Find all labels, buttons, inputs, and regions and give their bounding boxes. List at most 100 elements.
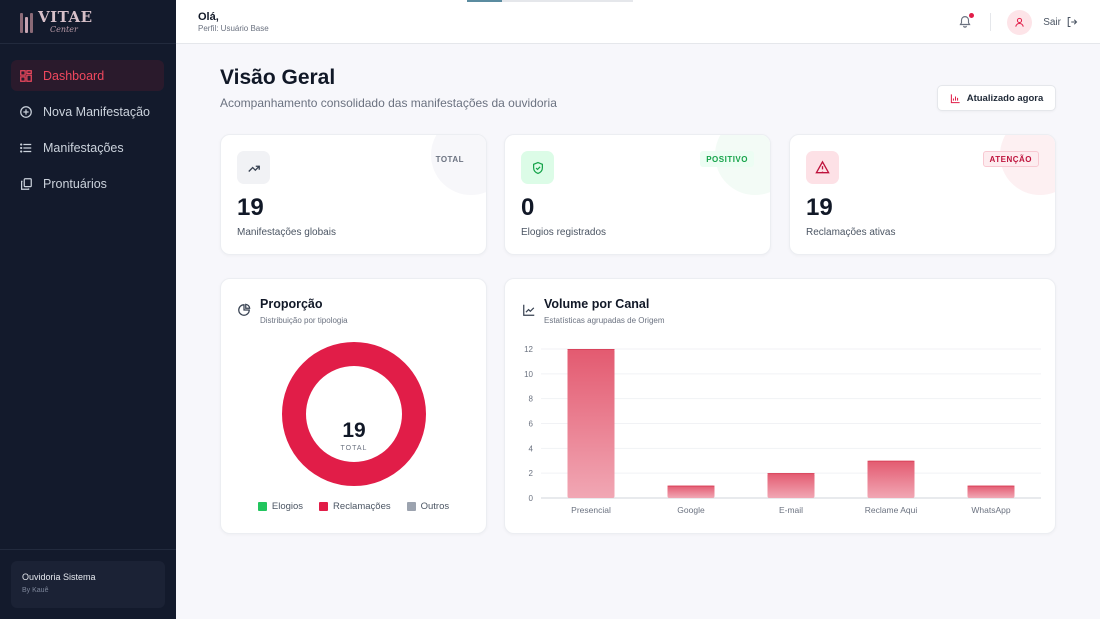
donut-legend: Elogios Reclamações Outros — [221, 501, 486, 512]
bell-icon — [959, 16, 971, 28]
donut-slice-reclamações — [282, 342, 426, 486]
refresh-label: Atualizado agora — [966, 92, 1044, 104]
volume-panel: Volume por Canal Estatísticas agrupadas … — [504, 278, 1056, 534]
y-tick-label: 6 — [529, 420, 534, 429]
loading-progress-bar — [467, 0, 633, 2]
trending-up-icon — [247, 165, 260, 172]
list-icon — [20, 142, 32, 153]
copy-icon — [21, 177, 32, 190]
stat-icon-box — [521, 151, 554, 184]
panel-subtitle: Distribuição por tipologia — [260, 316, 348, 325]
legend-label: Reclamações — [333, 501, 391, 512]
stat-card-attention: ATENÇÃO 19 Reclamações ativas — [789, 134, 1056, 255]
stat-card-positive: POSITIVO 0 Elogios registrados — [504, 134, 771, 255]
stat-value: 19 — [237, 194, 264, 221]
legend-item-reclamacoes[interactable]: Reclamações — [319, 501, 391, 512]
notification-dot — [969, 13, 975, 18]
sidebar-item-nova-manifestacao[interactable]: Nova Manifestação — [11, 96, 164, 127]
profile-label: Perfil: Usuário Base — [198, 24, 269, 33]
page-title: Visão Geral — [220, 66, 336, 89]
logout-button[interactable]: Sair — [1043, 16, 1078, 28]
bar-presencial — [567, 349, 615, 498]
y-tick-label: 2 — [529, 469, 534, 478]
legend-swatch — [406, 502, 416, 511]
sidebar-item-label: Nova Manifestação — [43, 104, 151, 119]
sidebar-footer: Ouvidoria Sistema By Kauê — [0, 549, 176, 619]
x-tick-label: WhatsApp — [971, 505, 1010, 515]
status-badge: ATENÇÃO — [982, 151, 1039, 167]
bar-google — [667, 485, 715, 498]
x-tick-label: Reclame Aqui — [865, 505, 918, 515]
stat-icon-box — [806, 151, 839, 184]
alert-triangle-icon — [815, 160, 830, 174]
legend-swatch — [319, 502, 329, 511]
system-name: Ouvidoria Sistema — [22, 572, 96, 582]
panel-subtitle: Estatísticas agrupadas de Origem — [544, 316, 665, 325]
stat-label: Reclamações ativas — [806, 227, 896, 238]
brand-name: VITAE — [38, 7, 93, 26]
status-badge: TOTAL — [435, 154, 464, 164]
divider — [990, 13, 992, 31]
user-avatar[interactable] — [1007, 9, 1033, 35]
page-subtitle: Acompanhamento consolidado das manifesta… — [220, 96, 557, 110]
panel-title: Volume por Canal — [544, 297, 650, 311]
bar-e-mail — [767, 473, 815, 498]
sidebar-nav: Dashboard Nova Manifestação Manifestaçõe… — [0, 44, 176, 199]
x-tick-label: E-mail — [779, 505, 803, 515]
brand-subname: Center — [50, 24, 78, 34]
legend-item-elogios[interactable]: Elogios — [257, 501, 304, 512]
logo-mark-icon — [20, 11, 34, 33]
sidebar-item-prontuarios[interactable]: Prontuários — [11, 168, 164, 199]
panel-title: Proporção — [260, 297, 323, 311]
sidebar: VITAE Center Dashboard Nova Manifestação… — [0, 0, 176, 619]
y-tick-label: 10 — [524, 370, 533, 379]
stat-value: 0 — [521, 194, 535, 221]
logout-label: Sair — [1043, 16, 1061, 28]
legend-swatch — [257, 502, 267, 511]
notifications-button[interactable] — [958, 13, 975, 30]
greeting-text: Olá, — [198, 11, 219, 23]
line-chart-icon — [523, 304, 535, 316]
logout-icon — [1067, 16, 1078, 28]
brand-logo[interactable]: VITAE Center — [0, 0, 176, 44]
donut-center-label: TOTAL — [341, 445, 368, 452]
sidebar-item-dashboard[interactable]: Dashboard — [11, 60, 164, 91]
user-icon — [1015, 17, 1024, 27]
legend-item-outros[interactable]: Outros — [406, 501, 450, 512]
sidebar-item-label: Dashboard — [43, 68, 105, 83]
loading-progress-fill — [467, 0, 502, 2]
donut-center-value: 19 — [342, 419, 365, 442]
shield-check-icon — [532, 161, 543, 174]
refresh-button[interactable]: Atualizado agora — [937, 85, 1056, 111]
status-badge: POSITIVO — [700, 151, 754, 167]
proportion-panel: Proporção Distribuição por tipologia 19 … — [220, 278, 487, 534]
stat-value: 19 — [806, 194, 833, 221]
top-bar: Olá, Perfil: Usuário Base Sair — [176, 0, 1100, 44]
sidebar-item-manifestacoes[interactable]: Manifestações — [11, 132, 164, 163]
plus-circle-icon — [20, 105, 32, 118]
system-info-card: Ouvidoria Sistema By Kauê — [11, 561, 165, 608]
stat-label: Elogios registrados — [521, 227, 607, 238]
user-greeting: Olá, Perfil: Usuário Base — [198, 11, 269, 33]
pie-chart-icon — [238, 303, 251, 316]
bar-whatsapp — [967, 485, 1015, 498]
sidebar-item-label: Prontuários — [43, 176, 107, 191]
x-tick-label: Presencial — [571, 505, 611, 515]
stat-card-total: TOTAL 19 Manifestações globais — [220, 134, 487, 255]
system-author: By Kauê — [22, 587, 49, 594]
x-tick-label: Google — [677, 505, 705, 515]
y-tick-label: 8 — [529, 395, 534, 404]
sidebar-item-label: Manifestações — [43, 140, 124, 155]
legend-label: Outros — [420, 501, 450, 512]
stat-icon-box — [237, 151, 270, 184]
dashboard-icon — [20, 69, 32, 82]
y-tick-label: 0 — [529, 494, 534, 503]
bar-chart: 0 2 4 6 8 10 12 Presencial Google E-mail Reclame A… — [524, 345, 1041, 515]
stat-label: Manifestações globais — [237, 227, 336, 238]
donut-chart: 19 TOTAL — [282, 342, 426, 486]
bar-chart-icon — [950, 93, 960, 103]
bar-reclame-aqui — [867, 460, 915, 498]
y-tick-label: 4 — [529, 444, 534, 453]
legend-label: Elogios — [271, 501, 304, 512]
y-tick-label: 12 — [524, 345, 533, 354]
